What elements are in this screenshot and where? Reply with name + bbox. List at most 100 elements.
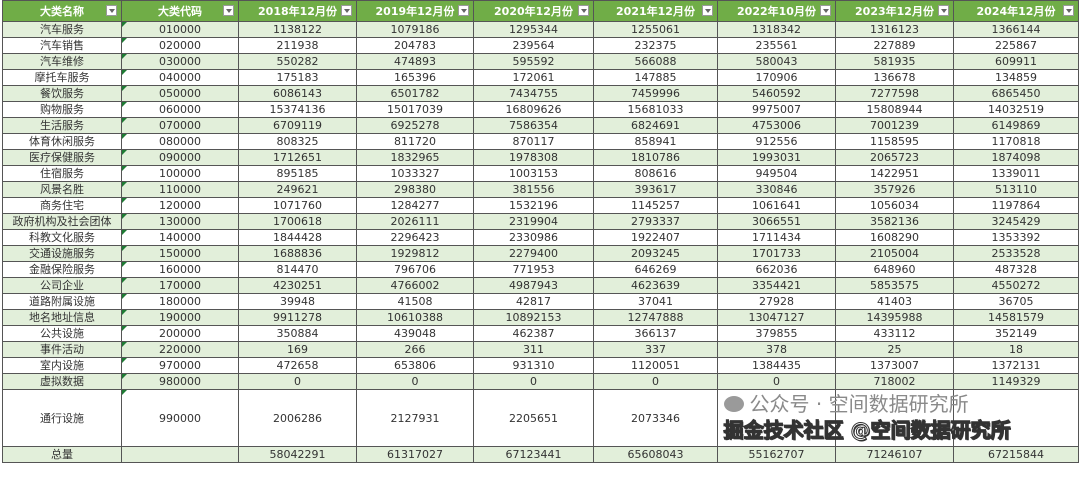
value-cell[interactable]: 7001239 xyxy=(835,117,954,134)
value-cell[interactable] xyxy=(953,389,1079,447)
value-cell[interactable]: 39948 xyxy=(238,293,357,310)
category-code-cell[interactable]: 160000 xyxy=(121,261,239,278)
value-cell[interactable]: 814470 xyxy=(238,261,357,278)
filter-dropdown-icon[interactable] xyxy=(938,5,949,16)
value-cell[interactable]: 227889 xyxy=(835,37,954,54)
value-cell[interactable]: 3066551 xyxy=(717,213,836,230)
value-cell[interactable]: 165396 xyxy=(356,69,474,86)
value-cell[interactable]: 2533528 xyxy=(953,245,1079,262)
value-cell[interactable]: 1701733 xyxy=(717,245,836,262)
value-cell[interactable]: 462387 xyxy=(473,325,594,342)
value-cell[interactable]: 337 xyxy=(593,341,718,358)
category-code-cell[interactable] xyxy=(121,446,239,463)
value-cell[interactable]: 5853575 xyxy=(835,277,954,294)
value-cell[interactable]: 808616 xyxy=(593,165,718,182)
value-cell[interactable]: 1170818 xyxy=(953,133,1079,150)
value-cell[interactable]: 1056034 xyxy=(835,197,954,214)
value-cell[interactable]: 1138122 xyxy=(238,21,357,38)
value-cell[interactable]: 4753006 xyxy=(717,117,836,134)
value-cell[interactable]: 4623639 xyxy=(593,277,718,294)
value-cell[interactable]: 1874098 xyxy=(953,149,1079,166)
value-cell[interactable]: 2205651 xyxy=(473,389,594,447)
value-cell[interactable]: 25 xyxy=(835,341,954,358)
value-cell[interactable]: 2026111 xyxy=(356,213,474,230)
category-code-cell[interactable]: 200000 xyxy=(121,325,239,342)
value-cell[interactable]: 808325 xyxy=(238,133,357,150)
value-cell[interactable]: 1158595 xyxy=(835,133,954,150)
category-code-cell[interactable]: 030000 xyxy=(121,53,239,70)
value-cell[interactable]: 1033327 xyxy=(356,165,474,182)
column-header[interactable]: 2024年12月份 xyxy=(953,0,1079,22)
value-cell[interactable]: 580043 xyxy=(717,53,836,70)
value-cell[interactable]: 2279400 xyxy=(473,245,594,262)
value-cell[interactable]: 1372131 xyxy=(953,357,1079,374)
value-cell[interactable]: 1295344 xyxy=(473,21,594,38)
value-cell[interactable]: 134859 xyxy=(953,69,1079,86)
value-cell[interactable]: 0 xyxy=(356,373,474,390)
category-code-cell[interactable]: 070000 xyxy=(121,117,239,134)
value-cell[interactable]: 662036 xyxy=(717,261,836,278)
category-name-cell[interactable]: 道路附属设施 xyxy=(2,293,122,310)
value-cell[interactable]: 0 xyxy=(717,373,836,390)
value-cell[interactable]: 170906 xyxy=(717,69,836,86)
column-header[interactable]: 2018年12月份 xyxy=(238,0,357,22)
value-cell[interactable]: 433112 xyxy=(835,325,954,342)
value-cell[interactable]: 7434755 xyxy=(473,85,594,102)
filter-dropdown-icon[interactable] xyxy=(702,5,713,16)
value-cell[interactable]: 2127931 xyxy=(356,389,474,447)
value-cell[interactable]: 1688836 xyxy=(238,245,357,262)
value-cell[interactable]: 1532196 xyxy=(473,197,594,214)
value-cell[interactable]: 378 xyxy=(717,341,836,358)
column-header[interactable]: 2023年12月份 xyxy=(835,0,954,22)
category-code-cell[interactable]: 110000 xyxy=(121,181,239,198)
value-cell[interactable]: 7459996 xyxy=(593,85,718,102)
value-cell[interactable]: 718002 xyxy=(835,373,954,390)
category-code-cell[interactable]: 220000 xyxy=(121,341,239,358)
value-cell[interactable]: 58042291 xyxy=(238,446,357,463)
category-name-cell[interactable]: 住宿服务 xyxy=(2,165,122,182)
category-name-cell[interactable]: 虚拟数据 xyxy=(2,373,122,390)
value-cell[interactable]: 4766002 xyxy=(356,277,474,294)
value-cell[interactable]: 249621 xyxy=(238,181,357,198)
category-name-cell[interactable]: 商务住宅 xyxy=(2,197,122,214)
category-code-cell[interactable]: 980000 xyxy=(121,373,239,390)
value-cell[interactable]: 311 xyxy=(473,341,594,358)
category-name-cell[interactable]: 体育休闲服务 xyxy=(2,133,122,150)
category-code-cell[interactable]: 010000 xyxy=(121,21,239,38)
value-cell[interactable]: 439048 xyxy=(356,325,474,342)
value-cell[interactable]: 175183 xyxy=(238,69,357,86)
value-cell[interactable]: 1079186 xyxy=(356,21,474,38)
filter-dropdown-icon[interactable] xyxy=(458,5,469,16)
value-cell[interactable]: 366137 xyxy=(593,325,718,342)
category-code-cell[interactable]: 140000 xyxy=(121,229,239,246)
value-cell[interactable]: 235561 xyxy=(717,37,836,54)
value-cell[interactable]: 36705 xyxy=(953,293,1079,310)
value-cell[interactable]: 1284277 xyxy=(356,197,474,214)
value-cell[interactable]: 10610388 xyxy=(356,309,474,326)
value-cell[interactable]: 14395988 xyxy=(835,309,954,326)
value-cell[interactable]: 67123441 xyxy=(473,446,594,463)
value-cell[interactable]: 5460592 xyxy=(717,85,836,102)
value-cell[interactable]: 10892153 xyxy=(473,309,594,326)
value-cell[interactable]: 352149 xyxy=(953,325,1079,342)
category-code-cell[interactable]: 060000 xyxy=(121,101,239,118)
value-cell[interactable]: 6709119 xyxy=(238,117,357,134)
value-cell[interactable]: 653806 xyxy=(356,357,474,374)
category-name-cell[interactable]: 餐饮服务 xyxy=(2,85,122,102)
category-code-cell[interactable]: 100000 xyxy=(121,165,239,182)
value-cell[interactable]: 225867 xyxy=(953,37,1079,54)
value-cell[interactable]: 6824691 xyxy=(593,117,718,134)
value-cell[interactable]: 136678 xyxy=(835,69,954,86)
value-cell[interactable]: 14581579 xyxy=(953,309,1079,326)
category-name-cell[interactable]: 汽车服务 xyxy=(2,21,122,38)
value-cell[interactable]: 61317027 xyxy=(356,446,474,463)
value-cell[interactable]: 13047127 xyxy=(717,309,836,326)
category-code-cell[interactable]: 120000 xyxy=(121,197,239,214)
value-cell[interactable]: 1922407 xyxy=(593,229,718,246)
value-cell[interactable]: 204783 xyxy=(356,37,474,54)
value-cell[interactable]: 1071760 xyxy=(238,197,357,214)
category-code-cell[interactable]: 020000 xyxy=(121,37,239,54)
value-cell[interactable]: 4550272 xyxy=(953,277,1079,294)
value-cell[interactable]: 1700618 xyxy=(238,213,357,230)
value-cell[interactable]: 1003153 xyxy=(473,165,594,182)
